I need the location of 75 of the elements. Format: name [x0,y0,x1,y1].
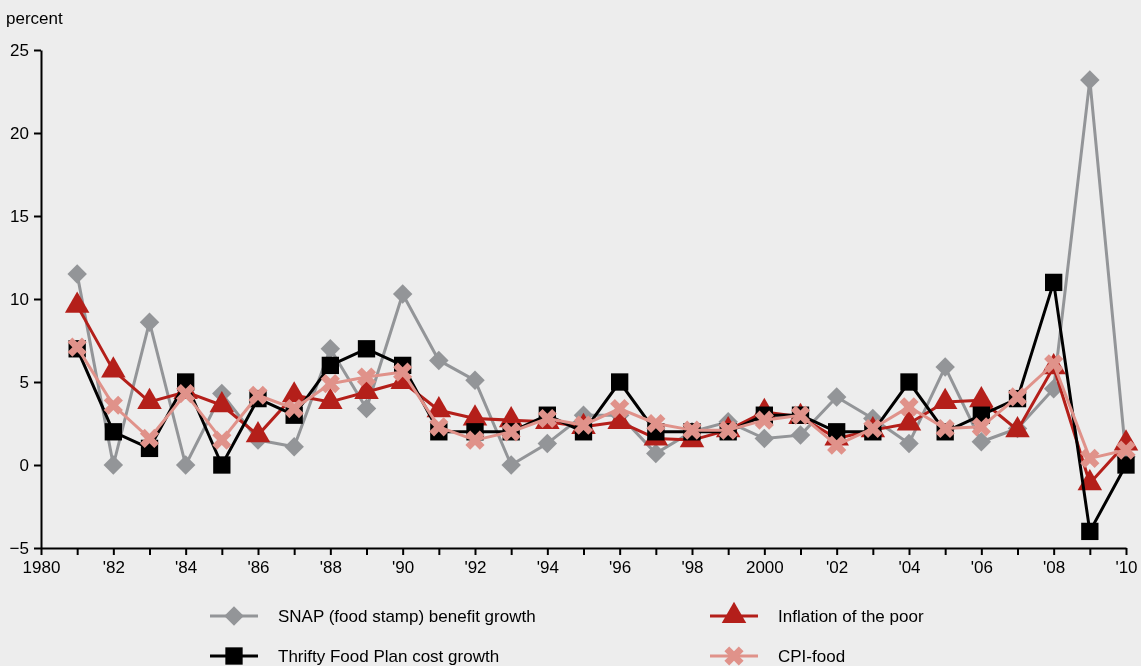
point [1117,456,1135,474]
point [465,430,485,450]
legend-label: CPI-food [778,647,846,666]
x-tick-label: '82 [102,558,125,578]
point [357,340,376,358]
point [537,433,558,454]
point [610,398,630,419]
point [175,455,196,475]
x-tick-label: '92 [464,558,487,578]
point [1080,70,1100,90]
point [501,455,521,475]
y-axis-title: percent [6,9,63,28]
x-tick-label: '96 [609,558,632,578]
legend-label: Thrifty Food Plan cost growth [278,647,500,666]
point [104,423,122,441]
point [212,430,232,450]
x-tick-label: '08 [1043,558,1066,578]
point [284,398,304,419]
point [465,370,485,391]
point [646,413,666,434]
point [103,395,123,415]
x-tick-label: '90 [392,558,415,578]
point [67,264,87,284]
point [393,362,413,382]
point [826,387,847,407]
point [213,456,231,474]
point [646,443,666,464]
point [284,436,304,457]
y-tick-label: 10 [10,289,29,309]
point [899,397,919,417]
point [900,373,918,391]
legend-label: SNAP (food stamp) benefit growth [278,607,536,626]
point [1080,448,1100,468]
legend-label: Inflation of the poor [778,607,924,626]
y-tick-label: 0 [19,455,29,475]
point [356,367,377,387]
x-tick-label: '84 [175,558,198,578]
x-tick-label: '06 [970,558,993,578]
point [1045,273,1063,292]
point [139,428,160,449]
x-tick-label: '88 [319,558,342,578]
x-tick-label: 2000 [745,558,784,578]
point [935,418,955,439]
x-tick-label: '94 [536,558,559,578]
y-tick-label: 20 [10,123,29,143]
x-tick-label: '86 [247,558,270,578]
point [320,374,340,394]
x-tick-label: '98 [681,558,704,578]
x-tick-label: '04 [898,558,921,578]
point [356,398,377,419]
point [176,384,196,404]
point [429,350,449,371]
point [103,455,124,475]
point [1081,522,1099,541]
point [429,417,449,437]
point [139,312,160,332]
point [827,435,847,455]
point [971,432,992,452]
point [935,357,955,377]
y-tick-label: 25 [10,40,29,60]
point [754,428,775,449]
x-tick-label: '02 [826,558,849,578]
x-tick-label: '10 [1115,558,1138,578]
point [754,410,774,430]
point [321,356,339,375]
y-tick-label: 15 [10,206,29,226]
point [320,339,341,359]
y-tick-label: 5 [19,372,29,392]
point [790,425,811,445]
point [899,433,919,454]
point [611,373,629,391]
point [971,417,991,437]
x-tick-label: 1980 [22,558,61,578]
point [392,284,413,304]
y-tick-label: −5 [9,538,29,558]
